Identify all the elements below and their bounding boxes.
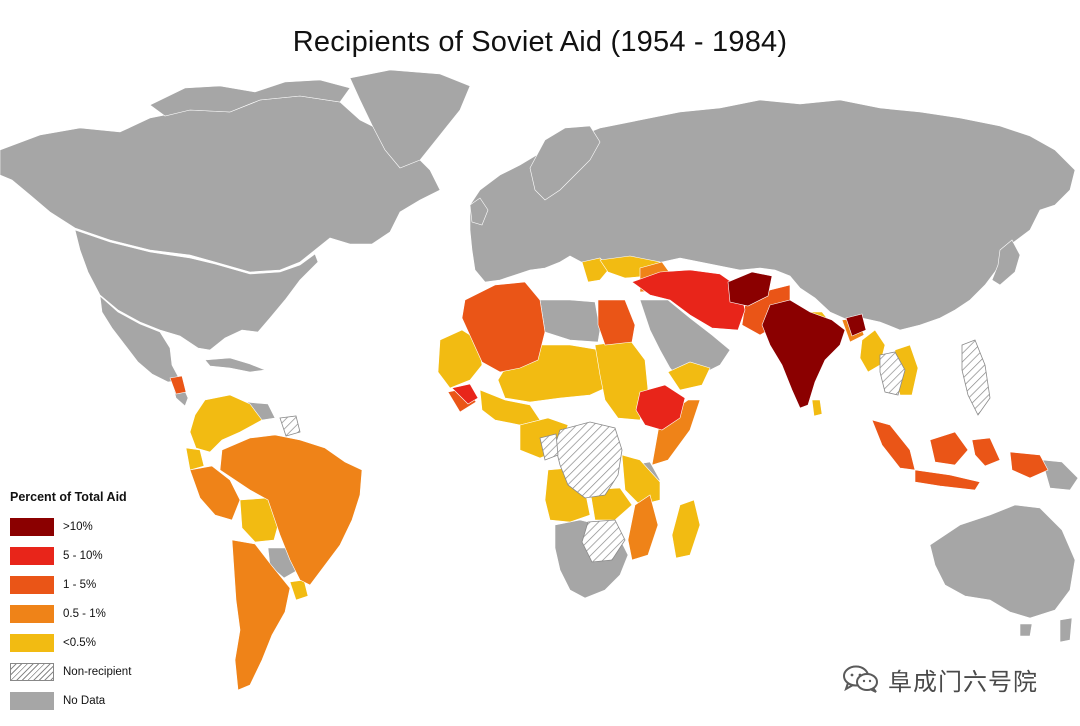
legend-item: 1 - 5% — [10, 570, 180, 599]
legend-item: No Data — [10, 686, 180, 715]
colombia-venezuela — [189, 394, 263, 453]
caribbean — [204, 357, 267, 373]
australia — [929, 504, 1076, 619]
zimbabwe — [581, 519, 626, 563]
legend-swatch — [10, 604, 54, 623]
new-zealand — [1059, 617, 1073, 643]
legend-swatch — [10, 633, 54, 652]
indonesia-east — [1009, 451, 1049, 479]
drc-west — [539, 433, 559, 461]
mozambique — [627, 494, 659, 561]
philippines — [961, 339, 991, 416]
ecuador — [185, 447, 205, 471]
indonesia-sumatra — [871, 419, 916, 471]
guyana — [279, 415, 301, 437]
legend-swatch — [10, 662, 54, 681]
aid-gt-10-pct — [727, 271, 867, 409]
afghanistan — [727, 271, 773, 307]
uruguay — [289, 579, 309, 601]
legend-item: >10% — [10, 512, 180, 541]
japan — [991, 239, 1021, 286]
arctic-islands — [149, 79, 351, 117]
map-title: Recipients of Soviet Aid (1954 - 1984) — [292, 26, 788, 58]
nicaragua — [169, 375, 187, 395]
somalia — [651, 399, 701, 466]
indonesia-java — [914, 469, 981, 491]
legend-item: <0.5% — [10, 628, 180, 657]
legend-label: No Data — [63, 694, 106, 707]
turkey-iran-iraq — [631, 269, 746, 331]
legend-swatch — [10, 575, 54, 594]
west-africa-red — [451, 383, 479, 405]
greenland — [349, 69, 471, 169]
usa — [74, 229, 319, 351]
legend-swatch — [10, 517, 54, 536]
legend-label: 1 - 5% — [63, 578, 97, 591]
legend: Percent of Total Aid >10% 5 - 10% 1 - 5% 0.… — [10, 490, 180, 715]
tanzania-area — [621, 454, 661, 506]
bangladesh — [845, 313, 867, 337]
libya-grey — [539, 299, 601, 343]
drc — [554, 421, 623, 499]
scandinavia — [529, 125, 601, 201]
legend-label: <0.5% — [63, 636, 96, 649]
indonesia-borneo — [929, 431, 969, 466]
thailand — [879, 351, 906, 396]
algeria-morocco — [461, 281, 546, 373]
madagascar — [671, 499, 701, 559]
ethiopia — [635, 384, 686, 431]
png — [1041, 459, 1079, 491]
argentina-chile — [231, 539, 291, 691]
legend-label: >10% — [63, 520, 93, 533]
watermark-text: 阜成门六号院 — [888, 668, 1038, 696]
legend-swatch — [10, 691, 54, 710]
non-recipient — [279, 339, 991, 563]
legend-label: 5 - 10% — [63, 549, 103, 562]
legend-label: 0.5 - 1% — [63, 607, 106, 620]
aid-1-5-pct — [169, 281, 1049, 491]
indonesia-sulawesi — [971, 437, 1001, 467]
watermark: 阜成门六号院 — [842, 662, 1038, 696]
egypt — [597, 299, 636, 346]
legend-item: 5 - 10% — [10, 541, 180, 570]
legend-item: 0.5 - 1% — [10, 599, 180, 628]
wechat-icon — [843, 665, 878, 693]
brazil — [219, 434, 363, 586]
arabia — [639, 299, 731, 383]
eurasia — [469, 99, 1076, 331]
india — [761, 299, 846, 409]
sudan — [594, 339, 649, 421]
tasmania — [1019, 623, 1033, 637]
no-data-land — [0, 69, 1079, 643]
aid-5-10-pct — [451, 269, 746, 431]
sahel-west — [437, 329, 483, 389]
sri-lanka — [811, 399, 823, 417]
legend-item: Non-recipient — [10, 657, 180, 686]
uk — [469, 197, 489, 226]
legend-label: Non-recipient — [63, 665, 132, 678]
peru — [189, 465, 241, 521]
legend-title: Percent of Total Aid — [10, 490, 127, 504]
yemen — [667, 361, 711, 391]
legend-rows: >10% 5 - 10% 1 - 5% 0.5 - 1% <0.5% Non-recipi… — [10, 512, 180, 715]
legend-swatch — [10, 546, 54, 565]
